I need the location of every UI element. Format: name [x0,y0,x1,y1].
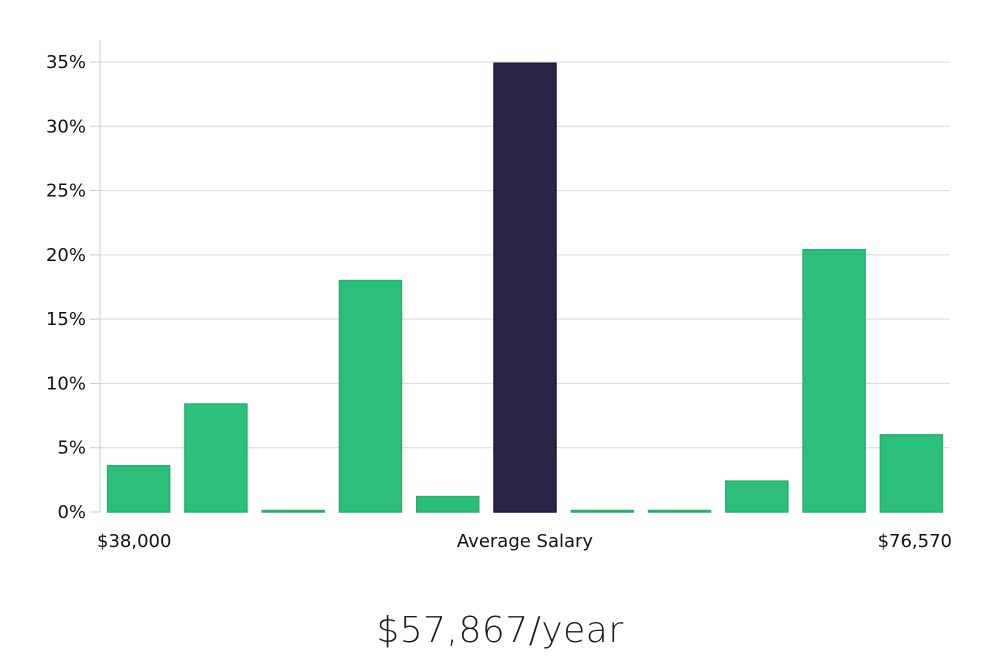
bar [879,434,944,513]
salary-histogram-chart: 0% 5% 10% 15% 20% 25% 30% 35% $38,000 Average S… [46,40,952,552]
bar [647,509,712,513]
bar [802,248,866,513]
bar [725,480,789,513]
bar [184,403,248,513]
bar [261,509,325,513]
bar-average-salary [493,62,557,513]
bar [570,509,635,513]
average-salary-value: $57,867/year [376,610,624,651]
y-tick-label: 5% [57,438,86,459]
bar [106,464,171,513]
x-label-center: Average Salary [457,531,594,552]
y-tick-label: 20% [46,245,86,266]
y-axis-ticks: 0% 5% 10% 15% 20% 25% 30% 35% [46,52,100,523]
bar [338,279,403,513]
y-tick-label: 0% [57,502,86,523]
x-label-min: $38,000 [97,531,171,552]
bar [415,495,480,513]
y-tick-label: 25% [46,181,86,202]
y-tick-label: 15% [46,309,86,330]
y-tick-label: 10% [46,373,86,394]
y-tick-label: 35% [46,52,86,73]
bars [106,62,944,513]
y-tick-label: 30% [46,116,86,137]
x-label-max: $76,570 [878,531,952,552]
